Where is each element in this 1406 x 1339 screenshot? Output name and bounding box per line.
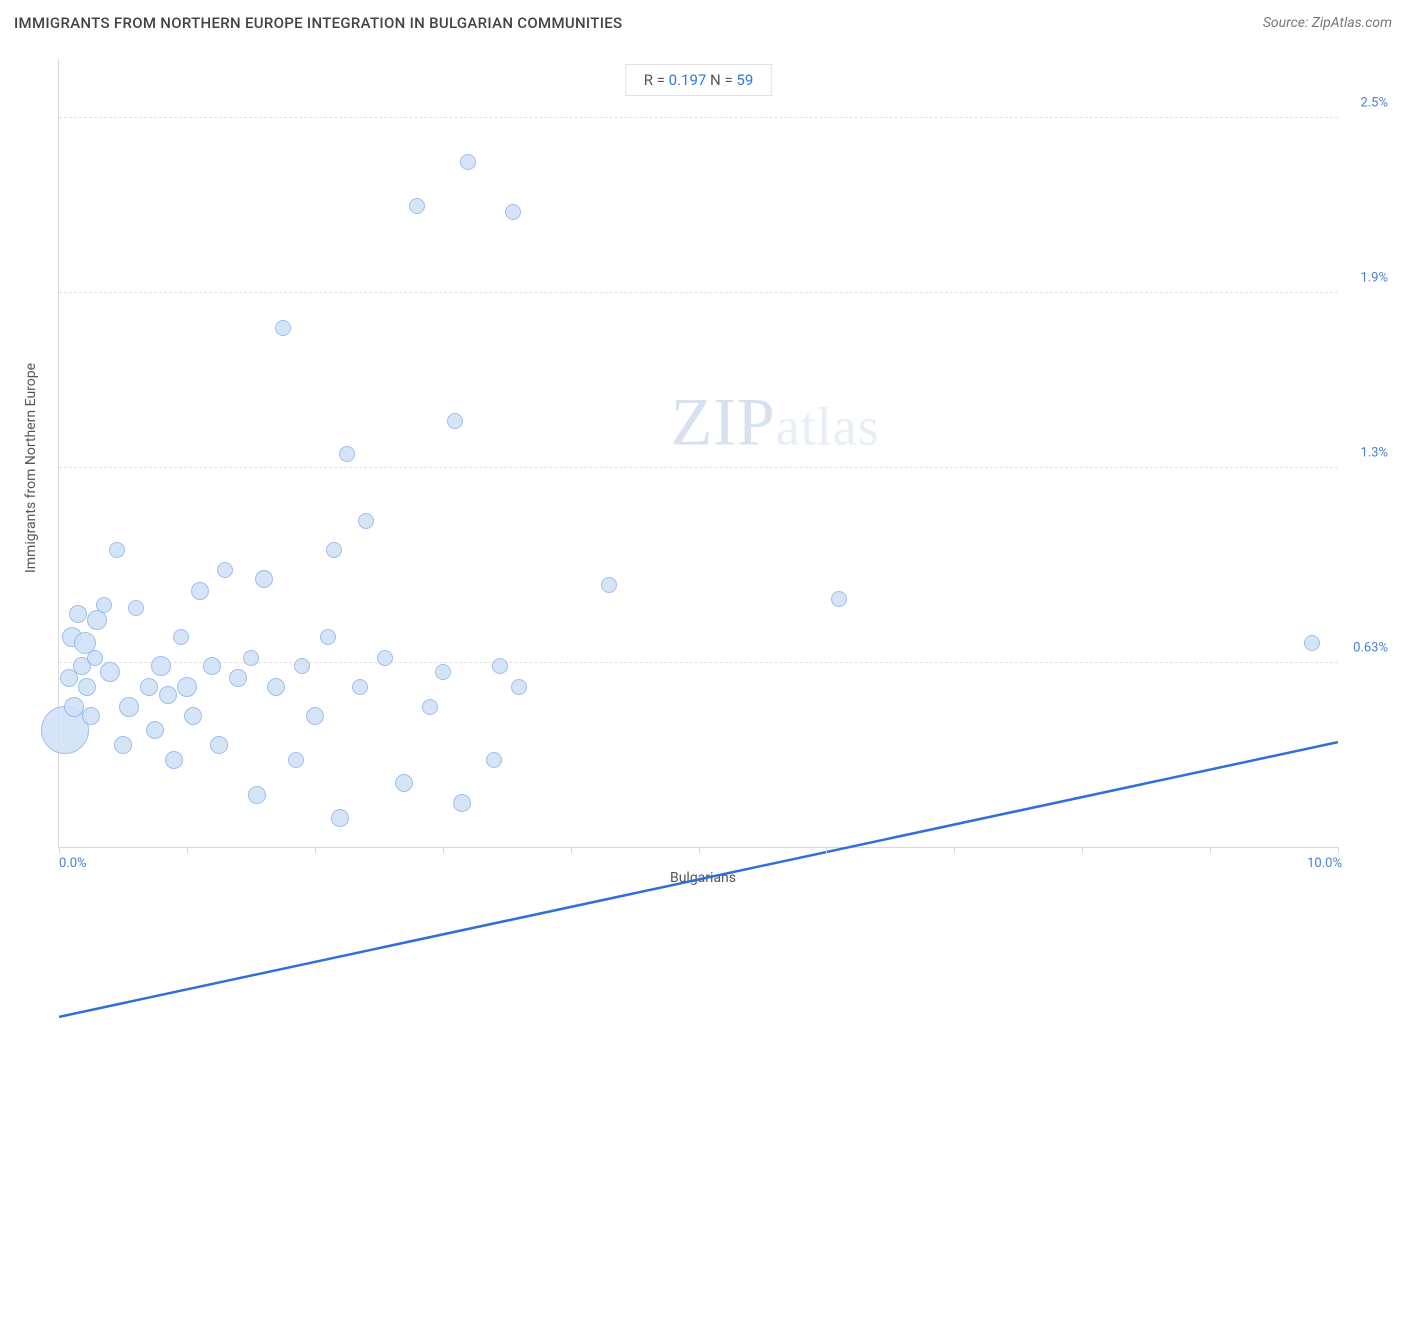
x-tick: [954, 847, 955, 853]
y-tick-label: 1.9%: [1342, 271, 1388, 286]
data-point: [320, 629, 336, 645]
x-tick: [699, 847, 700, 853]
x-tick: [443, 847, 444, 853]
source-credit: Source: ZipAtlas.com: [1263, 15, 1392, 31]
data-point: [460, 154, 476, 170]
data-point: [453, 794, 471, 812]
data-point: [203, 657, 221, 675]
data-point: [377, 650, 393, 666]
data-point: [306, 707, 324, 725]
stat-n-label: N =: [706, 71, 736, 89]
watermark: ZIPatlas: [671, 383, 880, 462]
data-point: [435, 664, 451, 680]
data-point: [339, 446, 355, 462]
data-point: [69, 605, 87, 623]
x-axis-label: Bulgarians: [670, 870, 736, 886]
data-point: [243, 650, 259, 666]
data-point: [217, 562, 233, 578]
x-tick: [1082, 847, 1083, 853]
data-point: [151, 656, 171, 676]
x-tick: [187, 847, 188, 853]
data-point: [146, 721, 164, 739]
data-point: [229, 669, 247, 687]
y-tick-label: 1.3%: [1342, 446, 1388, 461]
scatter-plot: ZIPatlas R = 0.197 N = 59 0.63%1.3%1.9%2…: [58, 60, 1338, 848]
gridline-horizontal: [59, 292, 1338, 293]
data-point: [831, 591, 847, 607]
data-point: [128, 600, 144, 616]
data-point: [294, 658, 310, 674]
data-point: [1304, 635, 1320, 651]
header: IMMIGRANTS FROM NORTHERN EUROPE INTEGRAT…: [0, 0, 1406, 44]
x-tick: [315, 847, 316, 853]
data-point: [288, 752, 304, 768]
data-point: [184, 707, 202, 725]
stats-box: R = 0.197 N = 59: [625, 64, 773, 96]
x-tick: [1338, 847, 1339, 853]
y-axis-label: Immigrants from Northern Europe: [23, 363, 39, 573]
x-tick: [59, 847, 60, 853]
data-point: [486, 752, 502, 768]
stat-r-value: 0.197: [669, 71, 707, 89]
data-point: [96, 597, 112, 613]
data-point: [159, 686, 177, 704]
data-point: [511, 679, 527, 695]
data-point: [255, 570, 273, 588]
data-point: [275, 320, 291, 336]
watermark-sub: atlas: [776, 397, 880, 457]
data-point: [358, 513, 374, 529]
data-point: [119, 697, 139, 717]
data-point: [140, 678, 158, 696]
data-point: [78, 678, 96, 696]
data-point: [331, 809, 349, 827]
x-tick: [826, 847, 827, 853]
data-point: [267, 678, 285, 696]
data-point: [82, 707, 100, 725]
x-tick-label: 0.0%: [59, 856, 87, 871]
data-point: [87, 650, 103, 666]
data-point: [395, 774, 413, 792]
y-tick-label: 0.63%: [1342, 641, 1388, 656]
stat-n-value: 59: [736, 71, 753, 89]
data-point: [177, 677, 197, 697]
data-point: [447, 413, 463, 429]
data-point: [191, 582, 209, 600]
data-point: [165, 751, 183, 769]
x-tick: [1210, 847, 1211, 853]
data-point: [422, 699, 438, 715]
data-point: [601, 577, 617, 593]
data-point: [60, 669, 78, 687]
data-point: [492, 658, 508, 674]
trendline-layer: [59, 60, 1338, 1339]
data-point: [109, 542, 125, 558]
x-tick-label: 10.0%: [1307, 856, 1342, 871]
data-point: [326, 542, 342, 558]
stat-r-label: R =: [644, 71, 669, 89]
data-point: [409, 198, 425, 214]
data-point: [210, 736, 228, 754]
data-point: [248, 786, 266, 804]
gridline-horizontal: [59, 117, 1338, 118]
data-point: [100, 662, 120, 682]
data-point: [505, 204, 521, 220]
watermark-main: ZIP: [671, 384, 776, 460]
x-tick: [571, 847, 572, 853]
gridline-horizontal: [59, 467, 1338, 468]
data-point: [114, 736, 132, 754]
y-tick-label: 2.5%: [1342, 96, 1388, 111]
data-point: [352, 679, 368, 695]
chart-container: Immigrants from Northern Europe Bulgaria…: [14, 44, 1392, 892]
data-point: [173, 629, 189, 645]
page-title: IMMIGRANTS FROM NORTHERN EUROPE INTEGRAT…: [14, 14, 622, 32]
